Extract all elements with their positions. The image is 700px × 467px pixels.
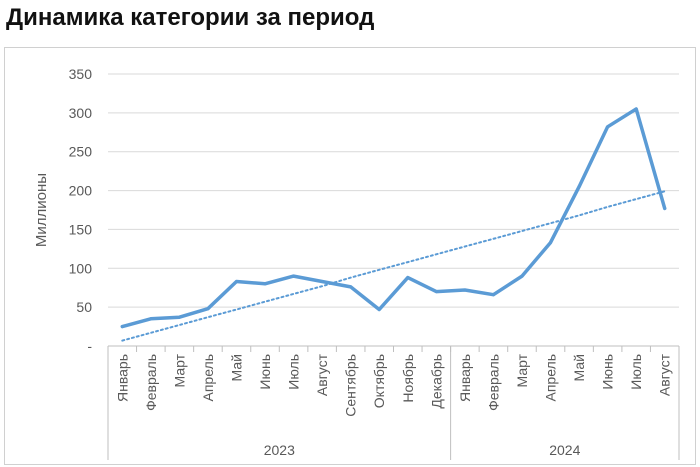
x-tick-label: Август xyxy=(314,353,330,396)
data-point xyxy=(120,325,124,329)
x-tick-label: Май xyxy=(228,354,244,381)
data-point xyxy=(206,307,210,311)
data-point xyxy=(634,107,638,111)
x-tick-label: Январь xyxy=(457,354,473,402)
data-point xyxy=(377,307,381,311)
x-tick-label: Август xyxy=(657,353,673,396)
y-tick-label: 350 xyxy=(69,66,93,82)
data-point xyxy=(149,317,153,321)
y-tick-label: 150 xyxy=(69,221,93,237)
data-point xyxy=(463,288,467,292)
x-tick-label: Февраль xyxy=(143,354,159,411)
x-tick-label: Ноябрь xyxy=(400,354,416,403)
data-point xyxy=(177,315,181,319)
group-label: 2023 xyxy=(264,442,295,458)
y-tick-label: 200 xyxy=(69,183,93,199)
x-tick-label: Июнь xyxy=(257,354,273,390)
data-point xyxy=(320,279,324,283)
y-tick-label: 300 xyxy=(69,105,93,121)
data-point xyxy=(549,241,553,245)
group-label: 2024 xyxy=(549,442,580,458)
x-tick-label: Сентябрь xyxy=(343,354,359,417)
y-tick-label: - xyxy=(87,338,92,354)
series-line xyxy=(120,107,667,329)
x-tick-label: Июль xyxy=(286,354,302,390)
data-point xyxy=(577,185,581,189)
x-tick-label: Октябрь xyxy=(371,354,387,408)
x-tick-label: Апрель xyxy=(200,354,216,402)
x-tick-label: Декабрь xyxy=(428,354,444,409)
x-tick-label: Март xyxy=(171,353,187,387)
y-tick-label: 250 xyxy=(69,144,93,160)
data-point xyxy=(234,279,238,283)
y-axis-label: Миллионы xyxy=(33,173,50,247)
y-tick-label: 100 xyxy=(69,260,93,276)
x-tick-label: Январь xyxy=(114,354,130,402)
data-point xyxy=(434,290,438,294)
data-point xyxy=(406,276,410,280)
data-point xyxy=(491,293,495,297)
x-tick-label: Июль xyxy=(628,354,644,390)
chart-area xyxy=(4,47,696,465)
page-title: Динамика категории за период xyxy=(6,4,375,31)
x-tick-label: Май xyxy=(571,354,587,381)
trendline xyxy=(121,190,666,342)
data-point xyxy=(606,125,610,129)
x-tick-label: Март xyxy=(514,353,530,387)
data-point xyxy=(263,282,267,286)
x-tick-label: Апрель xyxy=(543,354,559,402)
data-point xyxy=(520,274,524,278)
data-point xyxy=(349,285,353,289)
data-point xyxy=(292,274,296,278)
x-tick-label: Февраль xyxy=(485,354,501,411)
x-tick-label: Июнь xyxy=(600,354,616,390)
data-point xyxy=(663,206,667,210)
y-tick-label: 50 xyxy=(76,299,92,315)
